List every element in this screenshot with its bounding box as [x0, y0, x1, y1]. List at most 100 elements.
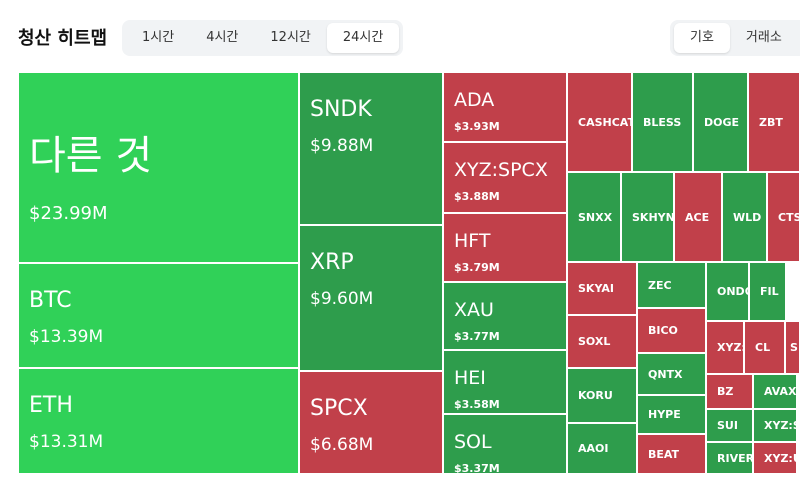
tile-label: S	[790, 341, 798, 354]
tile[interactable]: SUI	[706, 409, 753, 442]
tab[interactable]: 12시간	[270, 30, 311, 45]
tile-label: ZBT	[759, 115, 783, 129]
tile[interactable]: CL	[744, 321, 785, 374]
tile-label: SNXX	[578, 210, 613, 224]
tile-label: BZ	[717, 385, 734, 398]
tile[interactable]: SOXL	[567, 315, 637, 368]
tile[interactable]: DOGE	[693, 72, 748, 172]
time-tabs: 1시간 4시간 12시간 24시간	[122, 20, 404, 56]
tile[interactable]: SNXX	[567, 172, 621, 262]
tile-label: SPCX	[310, 396, 368, 421]
tile-label: SOL	[454, 431, 492, 453]
tile-label: HFT	[454, 230, 491, 252]
tile[interactable]: BTC $13.39M	[18, 263, 299, 368]
tile[interactable]: XYZ:SPCX $3.88M	[443, 142, 567, 213]
tile-label: XYZ:Z	[717, 341, 743, 354]
tab[interactable]: 거래소	[745, 30, 782, 45]
tile[interactable]: BLESS	[632, 72, 693, 172]
tile[interactable]: ETH $13.31M	[18, 368, 299, 474]
tile[interactable]: ONDO	[706, 262, 749, 321]
tile-label: BTC	[29, 288, 72, 313]
tile-label: QNTX	[648, 367, 683, 381]
tile-label: ACE	[685, 210, 710, 224]
tile-label: XRP	[310, 250, 354, 275]
tile-label: AAOI	[578, 442, 609, 455]
tile[interactable]: XYZ:Z	[706, 321, 744, 374]
tile-label: SUI	[717, 419, 738, 432]
tab[interactable]: 24시간	[326, 23, 400, 53]
tile-label: CTSI	[778, 210, 799, 224]
tile[interactable]: CASHCAT	[567, 72, 632, 172]
tile-label: HYPE	[648, 408, 681, 421]
tile-label: BEAT	[648, 447, 680, 461]
tile-label: DOGE	[704, 115, 740, 129]
tile-label: XAU	[454, 299, 494, 321]
tab[interactable]: 1시간	[142, 30, 175, 45]
tile[interactable]: ACE	[674, 172, 722, 262]
tile[interactable]: ZEC	[637, 262, 706, 308]
tile[interactable]: FIL	[749, 262, 786, 321]
tile[interactable]: SKHYNI	[621, 172, 674, 262]
tile-label: SKHYNI	[632, 210, 674, 224]
tile[interactable]: AVAX	[753, 374, 797, 409]
tile-value: $3.77M	[454, 330, 500, 343]
tile-label: ONDO	[717, 285, 748, 298]
tile-label: CASHCAT	[578, 115, 632, 129]
tile-label: HEI	[454, 367, 486, 389]
title: 청산 히트맵	[18, 28, 108, 49]
tile[interactable]: KORU	[567, 368, 637, 423]
tile[interactable]: BICO	[637, 308, 706, 353]
tile-label: RIVER	[717, 451, 753, 465]
tile-label: SKYAI	[578, 282, 614, 295]
tile[interactable]: AAOI	[567, 423, 637, 474]
tile-value: $9.88M	[310, 136, 374, 156]
tile[interactable]: XYZ:U	[753, 442, 797, 474]
tile[interactable]: S	[785, 321, 800, 374]
tile[interactable]: BZ	[706, 374, 753, 409]
tile-label: ADA	[454, 89, 495, 111]
tile[interactable]: HFT $3.79M	[443, 213, 567, 282]
tile[interactable]: HEI $3.58M	[443, 350, 567, 414]
tile-label: XYZ:U	[764, 451, 796, 465]
tile[interactable]: SPCX $6.68M	[299, 371, 443, 474]
tile-value: $3.88M	[454, 190, 500, 203]
tile[interactable]: CTSI	[767, 172, 800, 262]
tab[interactable]: 4시간	[206, 30, 239, 45]
tile-value: $3.37M	[454, 462, 500, 474]
tile-label: CL	[755, 341, 771, 354]
tile-label: ZEC	[648, 278, 672, 292]
tile-label: SOXL	[578, 335, 611, 348]
tile[interactable]: ZBT	[748, 72, 800, 172]
tile-label: XYZ:S	[764, 419, 796, 432]
tile-value: $9.60M	[310, 289, 374, 309]
tile-value: $13.31M	[29, 432, 104, 452]
tile-label: AVAX	[764, 385, 797, 398]
tile[interactable]: 다른 것 $23.99M	[18, 72, 299, 263]
tile-label: KORU	[578, 389, 613, 402]
tile-value: $13.39M	[29, 327, 104, 347]
tile[interactable]: HYPE	[637, 395, 706, 434]
tile[interactable]: WLD	[722, 172, 767, 262]
tile-value: $3.79M	[454, 261, 500, 274]
tile-label: SNDK	[310, 97, 372, 122]
tile[interactable]: SNDK $9.88M	[299, 72, 443, 225]
tile-value: $3.58M	[454, 398, 500, 411]
tile[interactable]: QNTX	[637, 353, 706, 395]
tile[interactable]: XYZ:S	[753, 409, 797, 442]
tile-value: $23.99M	[29, 203, 108, 224]
tab[interactable]: 기호	[674, 23, 730, 53]
tile-label: WLD	[733, 210, 762, 224]
tile-label: BICO	[648, 324, 678, 337]
tile[interactable]: RIVER	[706, 442, 753, 474]
tile[interactable]: SKYAI	[567, 262, 637, 315]
tile-label: ETH	[29, 393, 73, 418]
tile[interactable]: SOL $3.37M	[443, 414, 567, 474]
tile[interactable]: XRP $9.60M	[299, 225, 443, 371]
tile[interactable]: ADA $3.93M	[443, 72, 567, 142]
tile[interactable]: BEAT	[637, 434, 706, 474]
tile-value: $6.68M	[310, 435, 374, 455]
tile-label: FIL	[760, 285, 779, 298]
tile[interactable]: XAU $3.77M	[443, 282, 567, 350]
tile-label: BLESS	[643, 115, 682, 129]
